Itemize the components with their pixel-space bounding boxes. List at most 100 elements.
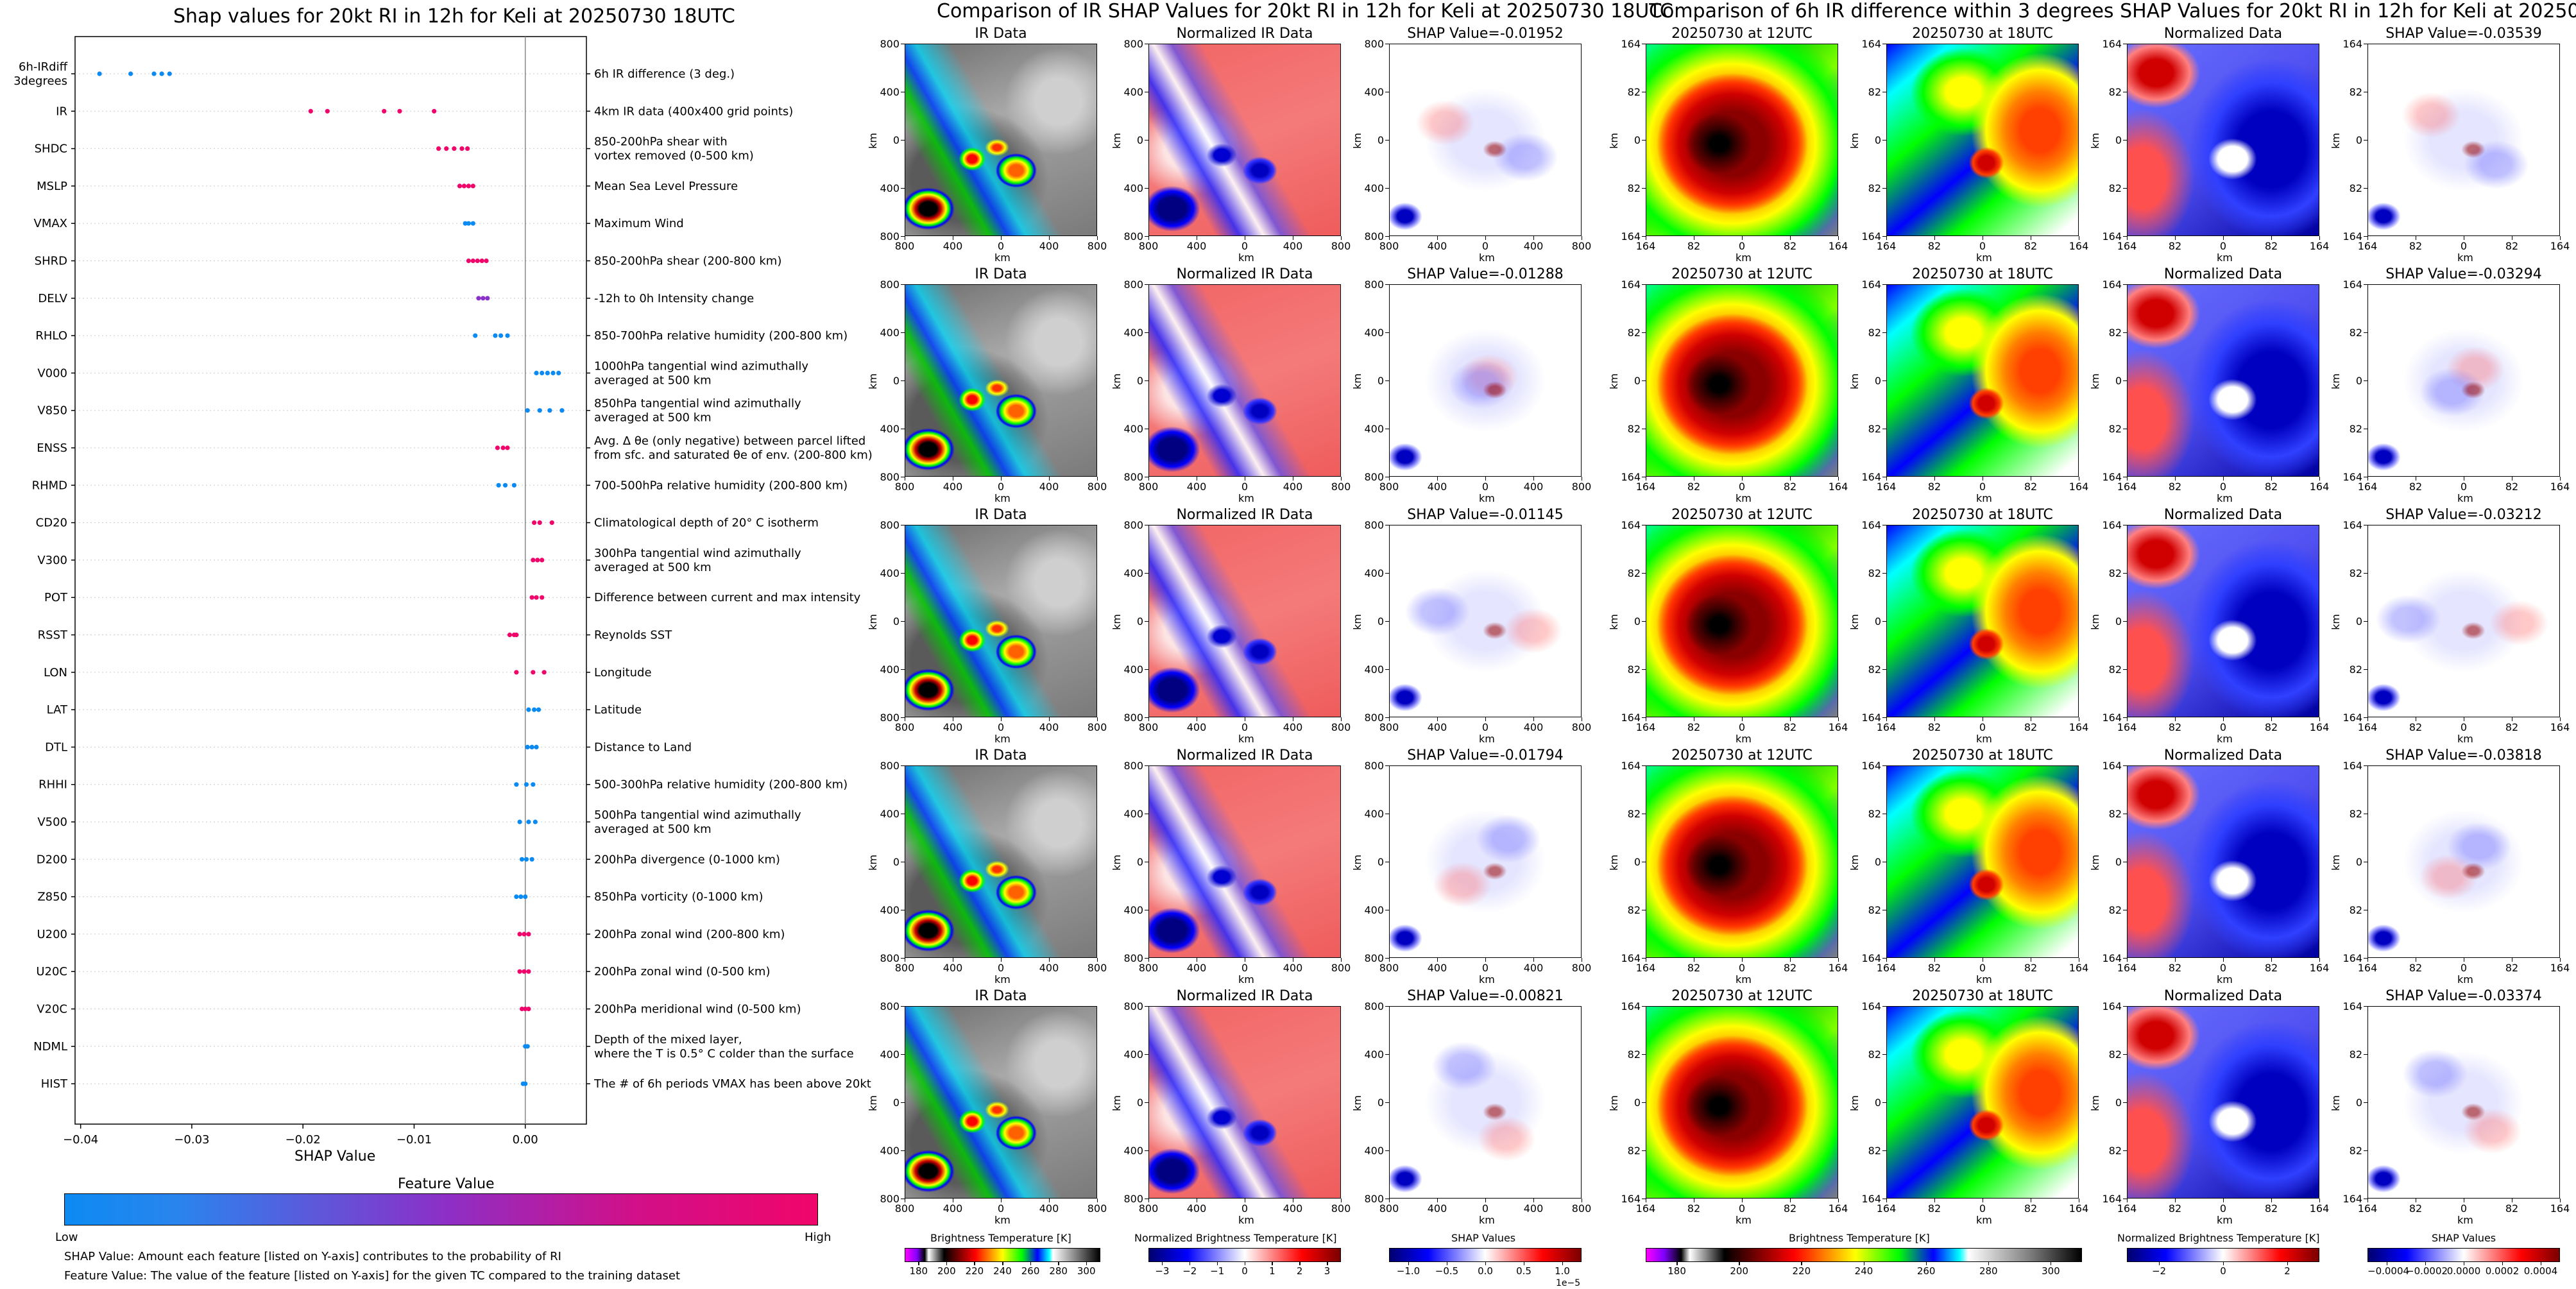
panel-ytick-label: 800 — [1364, 471, 1384, 483]
panel-xaxis-label: km — [1238, 492, 1254, 504]
panel-xtick-label: 82 — [2409, 962, 2423, 974]
colorbar-tick-mark — [1801, 1262, 1802, 1265]
shap-point — [517, 932, 522, 937]
panel-ytick-label: 800 — [1123, 712, 1143, 724]
ir-shap-panel — [1389, 284, 1582, 477]
colorbar-tick-label: 2 — [2284, 1265, 2290, 1277]
diff-12utc-panel — [1646, 525, 1838, 717]
panel-yaxis-label: km — [2088, 614, 2101, 630]
panel-ytick-label: 164 — [1861, 519, 1881, 531]
panel-ytick-mark — [1385, 476, 1389, 477]
panel-xtick-label: 164 — [2357, 481, 2378, 493]
panel-ytick-label: 164 — [2342, 230, 2362, 243]
feature-name-label: VMAX — [34, 217, 68, 230]
panel-xaxis-label: km — [1479, 252, 1495, 264]
panel-xtick-mark — [2222, 717, 2224, 721]
panel-xtick-label: 0 — [1738, 962, 1746, 974]
panel-ytick-mark — [2123, 187, 2127, 189]
ir-shap-panel-title: SHAP Value=-0.01952 — [1407, 26, 1564, 42]
panel-ytick-mark — [1882, 428, 1886, 429]
panel-xaxis-label: km — [1976, 733, 1992, 745]
diff-shap-panel — [2367, 765, 2560, 958]
panel-xtick-label: 0 — [1979, 962, 1986, 974]
panel-ytick-label: 0 — [2115, 615, 2122, 627]
diff-shap-panel-title: SHAP Value=-0.03374 — [2385, 988, 2542, 1004]
panel-xtick-label: 164 — [1635, 1202, 1656, 1215]
panel-xtick-label: 0 — [1481, 1202, 1489, 1215]
panel-xtick-mark — [2415, 1199, 2416, 1202]
colorbar-high-label: High — [805, 1231, 832, 1244]
colorbar-tick-label: 240 — [1854, 1265, 1873, 1277]
diff-cbar3 — [2367, 1248, 2560, 1262]
panel-xtick-mark — [952, 236, 953, 240]
ir-cbar1-label: Brightness Temperature [K] — [930, 1232, 1071, 1244]
panel-ytick-label: 800 — [1364, 760, 1384, 772]
panel-ytick-label: 800 — [1123, 471, 1143, 483]
colorbar-tick-label: 200 — [937, 1265, 956, 1277]
panel-xtick-mark — [2174, 1199, 2176, 1202]
panel-xtick-mark — [1581, 717, 1582, 721]
normalized-ir-panel-title: Normalized IR Data — [1176, 266, 1313, 282]
panel-ytick-mark — [901, 1005, 905, 1007]
diff-12utc-panel-title: 20250730 at 12UTC — [1671, 747, 1813, 764]
ir-cbar2-label: Normalized Brightness Temperature [K] — [1134, 1232, 1337, 1244]
panel-ytick-mark — [1385, 765, 1389, 766]
panel-ytick-label: 400 — [880, 1048, 900, 1061]
panel-xtick-mark — [2271, 1199, 2272, 1202]
panel-xtick-mark — [1196, 717, 1197, 721]
panel-ytick-label: 82 — [2108, 182, 2122, 194]
shap-point — [397, 108, 402, 114]
panel-xtick-mark — [2030, 717, 2031, 721]
panel-xtick-mark — [1096, 477, 1098, 481]
panel-ytick-label: 0 — [1377, 856, 1384, 868]
shap-point — [550, 370, 556, 376]
panel-xtick-mark — [1741, 958, 1743, 962]
panel-ytick-label: 0 — [1136, 1097, 1143, 1109]
shap-point — [519, 857, 525, 862]
panel-ytick-mark — [2123, 139, 2127, 141]
diff-normalized-panel-title: Normalized Data — [2163, 988, 2283, 1004]
shap-point — [128, 71, 133, 76]
panel-xtick-label: 0 — [1979, 240, 1986, 252]
panel-xtick-label: 82 — [2264, 1202, 2278, 1215]
panel-ytick-mark — [1882, 1005, 1886, 1007]
panel-xtick-label: 164 — [2068, 1202, 2089, 1215]
diff-normalized-panel — [2127, 765, 2319, 958]
panel-xtick-label: 164 — [2357, 240, 2378, 252]
diff-normalized-panel — [2127, 44, 2319, 236]
colorbar-tick-mark — [1485, 1262, 1486, 1265]
panel-xtick-label: 0 — [997, 721, 1005, 733]
panel-ytick-mark — [2123, 957, 2127, 959]
panel-xtick-mark — [904, 717, 905, 721]
ir-shap-panel — [1389, 44, 1582, 236]
panel-ytick-label: 800 — [1123, 519, 1143, 531]
panel-ytick-label: 800 — [880, 38, 900, 50]
diff-shap-panel-title: SHAP Value=-0.03212 — [2385, 507, 2542, 523]
panel-xtick-mark — [1533, 717, 1534, 721]
panel-ytick-label: 400 — [880, 567, 900, 579]
shap-point — [522, 932, 527, 937]
panel-yaxis-label: km — [1351, 133, 1363, 149]
panel-xtick-mark — [1000, 958, 1002, 962]
panel-xtick-label: 82 — [2168, 962, 2182, 974]
panel-xtick-label: 0 — [1738, 240, 1746, 252]
shap-point — [531, 558, 536, 563]
shap-point — [514, 894, 519, 900]
colorbar-tick-mark — [1030, 1262, 1032, 1265]
shap-point — [559, 408, 565, 413]
panel-xtick-mark — [2126, 717, 2128, 721]
panel-ytick-label: 164 — [1621, 278, 1641, 291]
panel-ytick-label: 0 — [2355, 615, 2362, 627]
panel-xtick-label: 164 — [1635, 240, 1656, 252]
panel-xaxis-label: km — [1976, 492, 1992, 504]
panel-ytick-mark — [1642, 669, 1646, 670]
panel-ytick-label: 164 — [1861, 1193, 1881, 1205]
panel-ytick-label: 800 — [1123, 1000, 1143, 1012]
shap-point — [495, 445, 500, 450]
diff-normalized-panel-title: Normalized Data — [2163, 747, 2283, 764]
panel-ytick-mark — [1145, 428, 1148, 429]
panel-xtick-mark — [2319, 477, 2320, 481]
panel-xtick-label: 82 — [1687, 721, 1701, 733]
panel-xtick-mark — [1645, 477, 1646, 481]
normalized-ir-panel-title: Normalized IR Data — [1176, 26, 1313, 42]
